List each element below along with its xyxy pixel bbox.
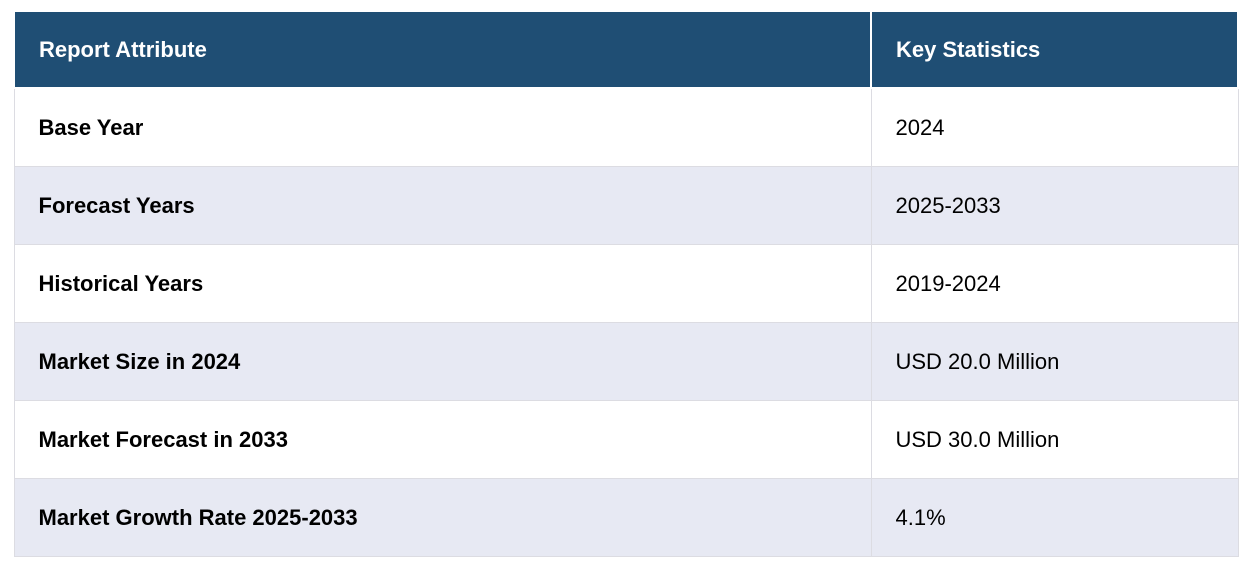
- attribute-cell: Forecast Years: [13, 166, 872, 245]
- column-header-report-attribute: Report Attribute: [13, 10, 872, 89]
- table-row: Market Size in 2024 USD 20.0 Million: [13, 322, 1239, 401]
- report-statistics-table: Report Attribute Key Statistics Base Yea…: [13, 10, 1239, 557]
- attribute-cell: Historical Years: [13, 244, 872, 323]
- column-header-key-statistics: Key Statistics: [870, 10, 1239, 89]
- value-cell: 2024: [870, 87, 1239, 167]
- value-cell: 2019-2024: [870, 244, 1239, 323]
- value-cell: 4.1%: [870, 478, 1239, 557]
- value-cell: 2025-2033: [870, 166, 1239, 245]
- attribute-cell: Market Size in 2024: [13, 322, 872, 401]
- table-row: Historical Years 2019-2024: [13, 244, 1239, 323]
- value-cell: USD 30.0 Million: [870, 400, 1239, 479]
- attribute-cell: Base Year: [13, 87, 872, 167]
- table-row: Market Forecast in 2033 USD 30.0 Million: [13, 400, 1239, 479]
- table-body: Base Year 2024 Forecast Years 2025-2033 Hist…: [13, 87, 1239, 557]
- attribute-cell: Market Growth Rate 2025-2033: [13, 478, 872, 557]
- value-cell: USD 20.0 Million: [870, 322, 1239, 401]
- table-header-row: Report Attribute Key Statistics: [13, 10, 1239, 89]
- table-row: Forecast Years 2025-2033: [13, 166, 1239, 245]
- table-row: Base Year 2024: [13, 87, 1239, 167]
- attribute-cell: Market Forecast in 2033: [13, 400, 872, 479]
- table-row: Market Growth Rate 2025-2033 4.1%: [13, 478, 1239, 557]
